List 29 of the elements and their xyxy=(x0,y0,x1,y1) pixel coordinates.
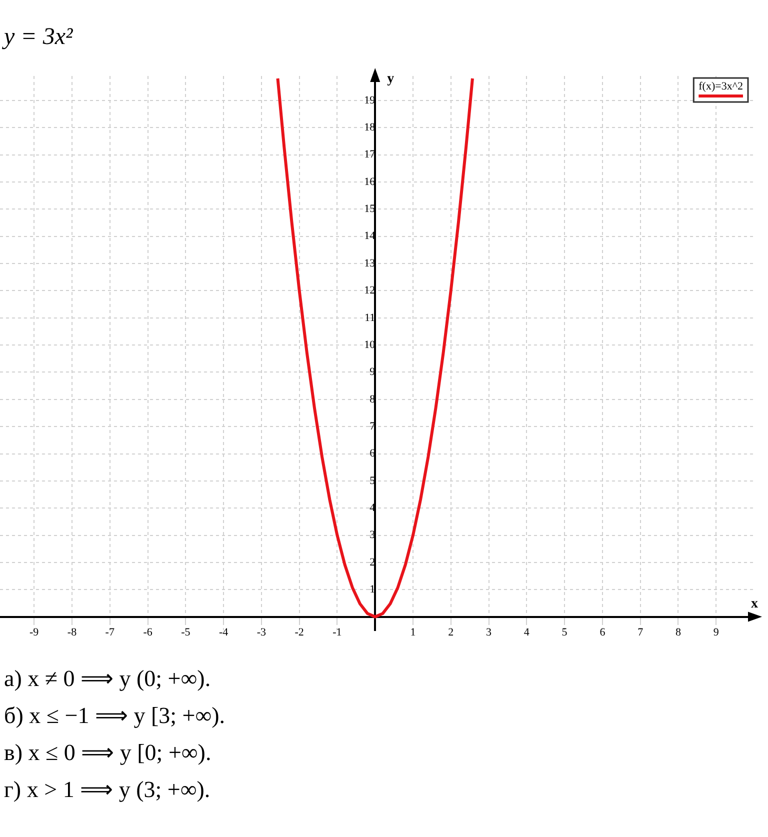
text: а) x ≠ 0 ⟹ y (0; +∞). xyxy=(4,665,212,693)
x-tick-label: -9 xyxy=(30,626,40,638)
x-tick-label: 4 xyxy=(524,626,530,638)
x-tick-label: -7 xyxy=(105,626,115,638)
y-axis-title: y xyxy=(387,72,394,87)
x-tick-label: -1 xyxy=(332,626,342,638)
x-tick-label: 8 xyxy=(675,626,682,638)
y-tick-label: 1 xyxy=(370,584,376,596)
x-tick-label: 2 xyxy=(448,626,454,638)
text: в) x ≤ 0 ⟹ y [0; +∞). xyxy=(4,739,212,767)
x-tick-label: 6 xyxy=(600,626,606,638)
x-axis-title: x xyxy=(751,596,758,612)
y-tick-label: 14 xyxy=(364,230,376,242)
x-tick-label: -4 xyxy=(218,626,229,638)
x-tick-label: -5 xyxy=(181,626,191,638)
x-tick-label: -2 xyxy=(294,626,304,638)
text: f(x)=3x^2 xyxy=(698,80,744,92)
x-tick-label: -8 xyxy=(67,626,78,638)
x-tick-label: 5 xyxy=(562,626,568,638)
text: б) x ≤ −1 ⟹ y [3; +∞). xyxy=(4,702,226,730)
x-tick-label: 7 xyxy=(638,626,644,638)
x-tick-label: 3 xyxy=(486,626,492,638)
text: г) x > 1 ⟹ y (3; +∞). xyxy=(4,776,212,804)
x-tick-label: 9 xyxy=(713,626,720,638)
x-tick-label: 1 xyxy=(410,626,416,638)
x-tick-label: -6 xyxy=(143,626,153,638)
x-tick-label: -3 xyxy=(256,626,267,638)
chart-title: y = 3x² xyxy=(4,24,73,51)
y-tick-label: 11 xyxy=(364,312,376,324)
